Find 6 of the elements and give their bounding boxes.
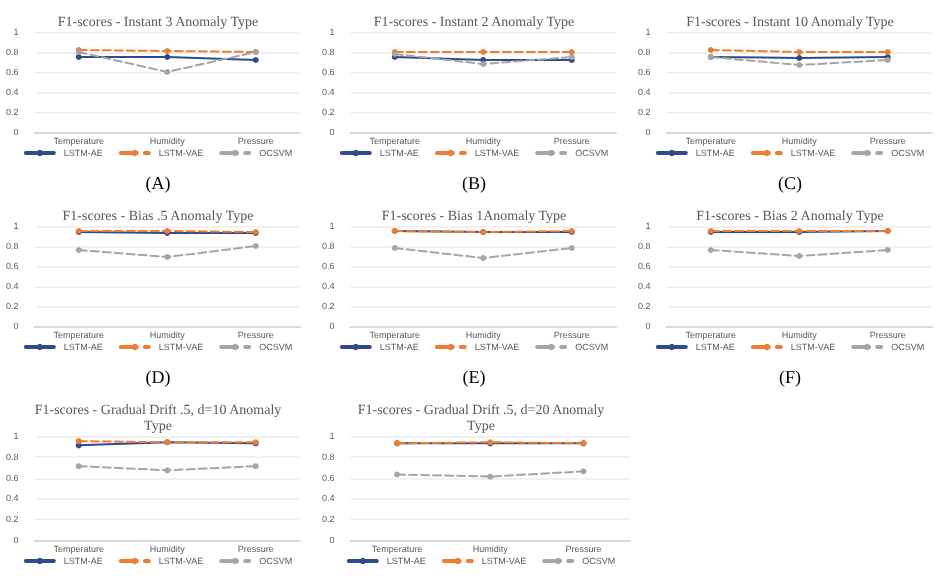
text: (E) (462, 367, 486, 387)
text: (C) (778, 173, 802, 193)
text: (A) (145, 173, 171, 193)
text: (B) (462, 173, 486, 193)
text: (D) (145, 367, 171, 387)
text: (F) (779, 367, 802, 387)
